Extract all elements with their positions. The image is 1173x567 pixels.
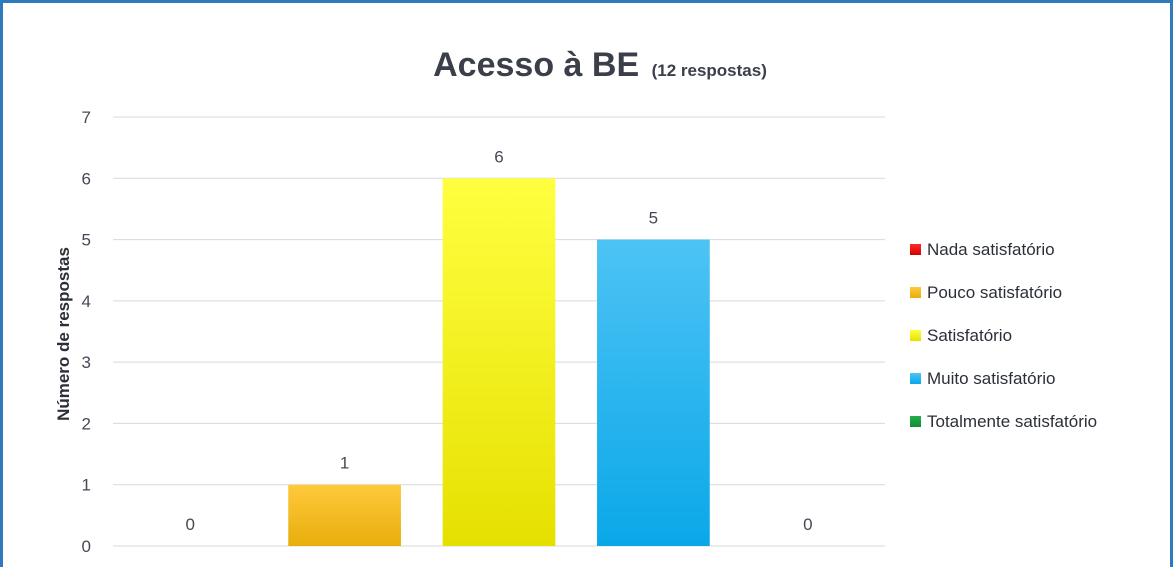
chart-title-subtitle: (12 respostas)	[652, 61, 767, 80]
legend-label-nada-satisfatorio: Nada satisfatório	[927, 240, 1055, 259]
y-tick-label-3: 3	[82, 353, 91, 372]
bar-pouco-satisfatorio	[288, 484, 401, 546]
y-tick-label-7: 7	[82, 108, 91, 127]
y-tick-label-6: 6	[82, 169, 91, 188]
data-label-totalmente-satisfatorio: 0	[803, 515, 812, 534]
legend-swatch-pouco-satisfatorio	[910, 287, 921, 298]
y-axis-label: Número de respostas	[54, 247, 73, 421]
legend-swatch-muito-satisfatorio	[910, 373, 921, 384]
y-tick-label-5: 5	[82, 231, 91, 250]
legend-item-nada-satisfatorio: Nada satisfatório	[910, 240, 1055, 259]
data-label-nada-satisfatorio: 0	[185, 515, 194, 534]
chart-title: Acesso à BE (12 respostas)	[433, 46, 767, 84]
y-tick-labels: 0 1 2 3 4 5 6 7	[82, 108, 91, 556]
legend-swatch-satisfatorio	[910, 330, 921, 341]
legend-item-totalmente-satisfatorio: Totalmente satisfatório	[910, 412, 1097, 431]
y-tick-label-1: 1	[82, 476, 91, 495]
legend-label-satisfatorio: Satisfatório	[927, 326, 1012, 345]
y-tick-label-0: 0	[82, 537, 91, 556]
legend-label-totalmente-satisfatorio: Totalmente satisfatório	[927, 412, 1097, 431]
data-label-satisfatorio: 6	[494, 147, 503, 166]
data-label-muito-satisfatorio: 5	[649, 209, 658, 228]
bars	[288, 178, 710, 547]
data-labels: 0 1 6 5 0	[185, 147, 812, 534]
y-tick-label-2: 2	[82, 414, 91, 433]
legend-label-muito-satisfatorio: Muito satisfatório	[927, 369, 1056, 388]
legend-swatch-nada-satisfatorio	[910, 244, 921, 255]
legend-item-pouco-satisfatorio: Pouco satisfatório	[910, 283, 1062, 302]
bar-satisfatorio	[442, 178, 556, 547]
legend: Nada satisfatório Pouco satisfatório Satis…	[910, 240, 1097, 431]
legend-item-satisfatorio: Satisfatório	[910, 326, 1012, 345]
chart-title-main: Acesso à BE	[433, 46, 639, 84]
legend-swatch-totalmente-satisfatorio	[910, 416, 921, 427]
legend-label-pouco-satisfatorio: Pouco satisfatório	[927, 283, 1062, 302]
data-label-pouco-satisfatorio: 1	[340, 454, 349, 473]
y-tick-label-4: 4	[82, 292, 91, 311]
bar-chart: Acesso à BE (12 respostas) Número de res…	[54, 46, 1097, 556]
legend-item-muito-satisfatorio: Muito satisfatório	[910, 369, 1056, 388]
bar-muito-satisfatorio	[597, 239, 710, 547]
